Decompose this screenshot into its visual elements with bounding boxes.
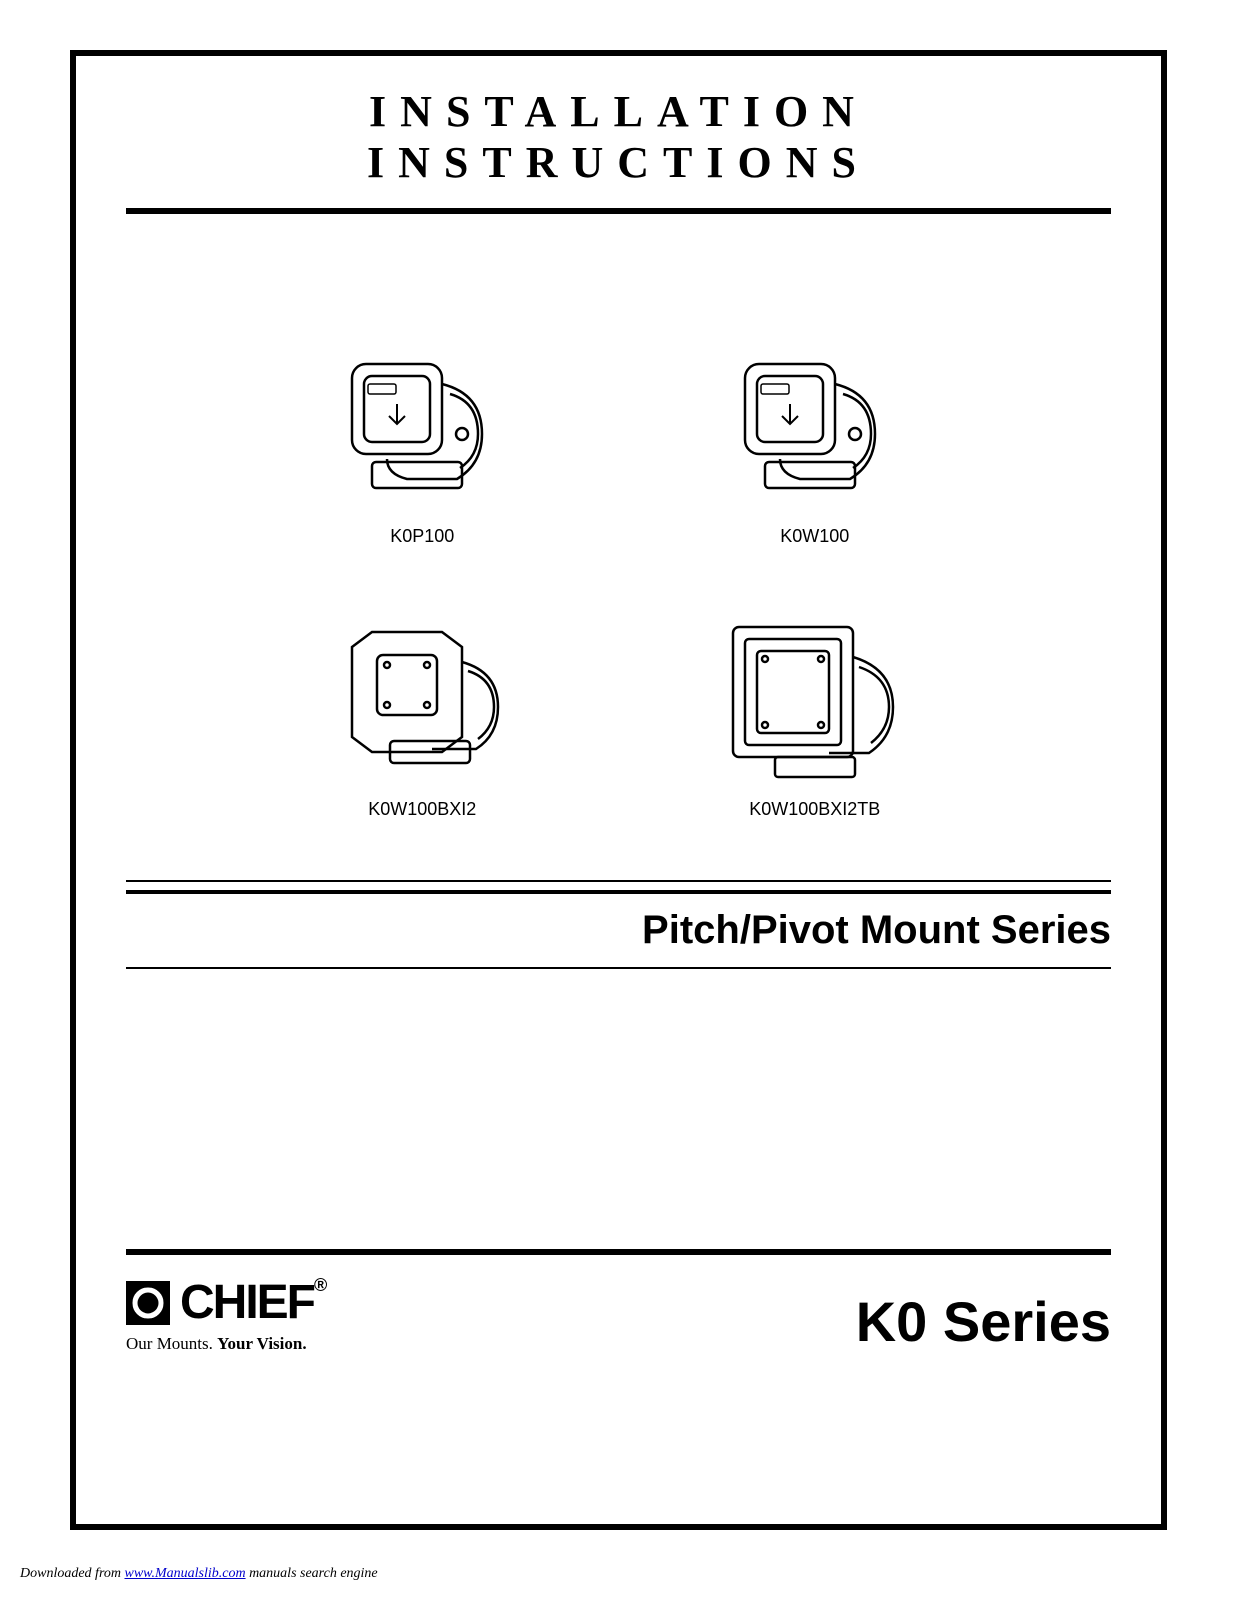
download-suffix: manuals search engine (246, 1566, 378, 1581)
product-item: K0W100BXI2 (312, 607, 532, 820)
brand-name: CHIEF® (180, 1275, 325, 1330)
product-label: K0W100BXI2 (312, 799, 532, 820)
download-note: Downloaded from www.Manualslib.com manua… (20, 1566, 378, 1582)
subtitle-block: Pitch/Pivot Mount Series (126, 880, 1111, 969)
product-item: K0W100 (705, 334, 925, 547)
brand-block: CHIEF® Our Mounts. Your Vision. (126, 1275, 325, 1354)
divider (126, 890, 1111, 894)
tagline-plain: Our Mounts. (126, 1334, 217, 1353)
chief-logo-icon (126, 1281, 170, 1325)
divider (126, 967, 1111, 969)
product-item: K0W100BXI2TB (705, 607, 925, 820)
product-item: K0P100 (312, 334, 532, 547)
tagline-bold: Your Vision. (217, 1334, 306, 1353)
registered-mark: ® (314, 1275, 325, 1295)
mount-bracket-open-icon (312, 607, 532, 787)
download-link[interactable]: www.Manualslib.com (124, 1566, 245, 1581)
download-prefix: Downloaded from (20, 1566, 124, 1581)
product-label: K0W100BXI2TB (705, 799, 925, 820)
footer: CHIEF® Our Mounts. Your Vision. K0 Serie… (126, 1249, 1111, 1354)
product-label: K0W100 (705, 526, 925, 547)
brand-tagline: Our Mounts. Your Vision. (126, 1334, 325, 1354)
page-title: INSTALLATION INSTRUCTIONS (126, 86, 1111, 214)
product-grid: K0P100 K0W100 (246, 334, 991, 820)
mount-bracket-frame-icon (705, 607, 925, 787)
document-page: INSTALLATION INSTRUCTIONS K0P100 (70, 50, 1167, 1530)
subtitle: Pitch/Pivot Mount Series (126, 904, 1111, 957)
brand-name-text: CHIEF (180, 1276, 314, 1329)
series-name: K0 Series (856, 1289, 1111, 1354)
product-label: K0P100 (312, 526, 532, 547)
divider (126, 880, 1111, 882)
mount-pitch-icon (705, 334, 925, 514)
mount-pitch-icon (312, 334, 532, 514)
